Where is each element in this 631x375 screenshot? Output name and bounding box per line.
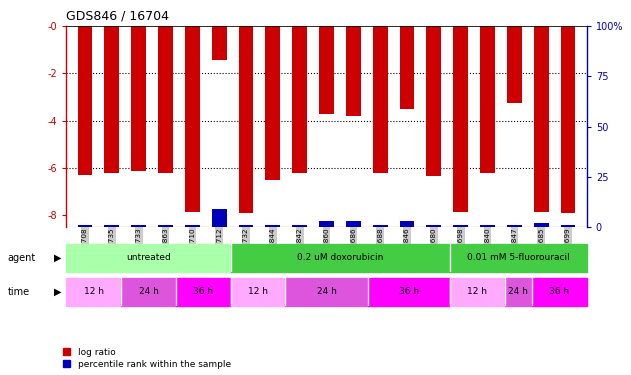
Bar [319, 221, 334, 227]
Bar [121, 278, 176, 306]
Bar [534, 223, 548, 227]
Bar [285, 278, 368, 306]
Bar [561, 26, 575, 213]
Text: 36 h: 36 h [399, 287, 419, 296]
Bar [427, 26, 441, 176]
Text: GSM11686: GSM11686 [350, 228, 357, 267]
Text: ▶: ▶ [54, 253, 62, 263]
Text: GSM11860: GSM11860 [324, 228, 329, 267]
Text: agent: agent [8, 253, 36, 263]
Bar [105, 225, 119, 227]
Bar [373, 26, 387, 172]
Text: GSM11708: GSM11708 [82, 228, 88, 267]
Text: GSM11847: GSM11847 [511, 228, 517, 267]
Text: GSM11699: GSM11699 [565, 228, 571, 267]
Bar [231, 278, 285, 306]
Bar [534, 26, 548, 211]
Bar [480, 26, 495, 172]
Bar [319, 26, 334, 114]
Text: 12 h: 12 h [467, 287, 487, 296]
Text: GSM11733: GSM11733 [136, 228, 142, 267]
Bar [505, 278, 532, 306]
Text: GSM11846: GSM11846 [404, 228, 410, 267]
Bar [532, 278, 587, 306]
Text: 12 h: 12 h [84, 287, 103, 296]
Text: GSM11680: GSM11680 [431, 228, 437, 267]
Text: GSM11710: GSM11710 [189, 228, 196, 267]
Bar [239, 26, 254, 213]
Bar [266, 26, 280, 180]
Text: GSM11840: GSM11840 [485, 228, 490, 267]
Legend: log ratio, percentile rank within the sample: log ratio, percentile rank within the sa… [61, 346, 232, 370]
Bar [368, 278, 450, 306]
Text: GSM11863: GSM11863 [163, 228, 168, 267]
Text: GDS846 / 16704: GDS846 / 16704 [66, 9, 169, 22]
Bar [231, 244, 450, 272]
Bar [185, 26, 200, 211]
Text: 0.2 uM doxorubicin: 0.2 uM doxorubicin [297, 254, 384, 262]
Bar [185, 225, 200, 227]
Bar [66, 278, 121, 306]
Bar [346, 221, 361, 227]
Bar [131, 26, 146, 171]
Bar [212, 26, 227, 60]
Bar [453, 225, 468, 227]
Text: 0.01 mM 5-fluorouracil: 0.01 mM 5-fluorouracil [467, 254, 570, 262]
Bar [399, 221, 415, 227]
Text: GSM11732: GSM11732 [243, 228, 249, 267]
Text: ▶: ▶ [54, 286, 62, 297]
Bar [212, 209, 227, 227]
Bar [507, 26, 522, 103]
Bar [507, 225, 522, 227]
Bar [450, 278, 505, 306]
Bar [561, 225, 575, 227]
Bar [373, 225, 387, 227]
Bar [450, 244, 587, 272]
Bar [266, 225, 280, 227]
Bar [239, 225, 254, 227]
Text: 36 h: 36 h [550, 287, 570, 296]
Bar [78, 26, 92, 175]
Text: GSM11844: GSM11844 [270, 228, 276, 267]
Text: GSM11698: GSM11698 [457, 228, 464, 267]
Bar [453, 26, 468, 211]
Text: 12 h: 12 h [248, 287, 268, 296]
Bar [78, 225, 92, 227]
Text: 36 h: 36 h [193, 287, 213, 296]
Text: GSM11685: GSM11685 [538, 228, 544, 267]
Bar [158, 26, 173, 172]
Bar [292, 26, 307, 172]
Bar [105, 26, 119, 172]
Bar [346, 26, 361, 116]
Text: time: time [8, 286, 30, 297]
Bar [66, 244, 231, 272]
Text: GSM11842: GSM11842 [297, 228, 303, 267]
Text: GSM11712: GSM11712 [216, 228, 222, 267]
Bar [131, 225, 146, 227]
Text: 24 h: 24 h [139, 287, 158, 296]
Bar [158, 225, 173, 227]
Text: 24 h: 24 h [317, 287, 336, 296]
Bar [399, 26, 415, 109]
Bar [427, 225, 441, 227]
Bar [480, 225, 495, 227]
Text: untreated: untreated [126, 254, 171, 262]
Text: 24 h: 24 h [509, 287, 528, 296]
Text: GSM11735: GSM11735 [109, 228, 115, 267]
Bar [292, 225, 307, 227]
Bar [176, 278, 231, 306]
Text: GSM11688: GSM11688 [377, 228, 383, 267]
